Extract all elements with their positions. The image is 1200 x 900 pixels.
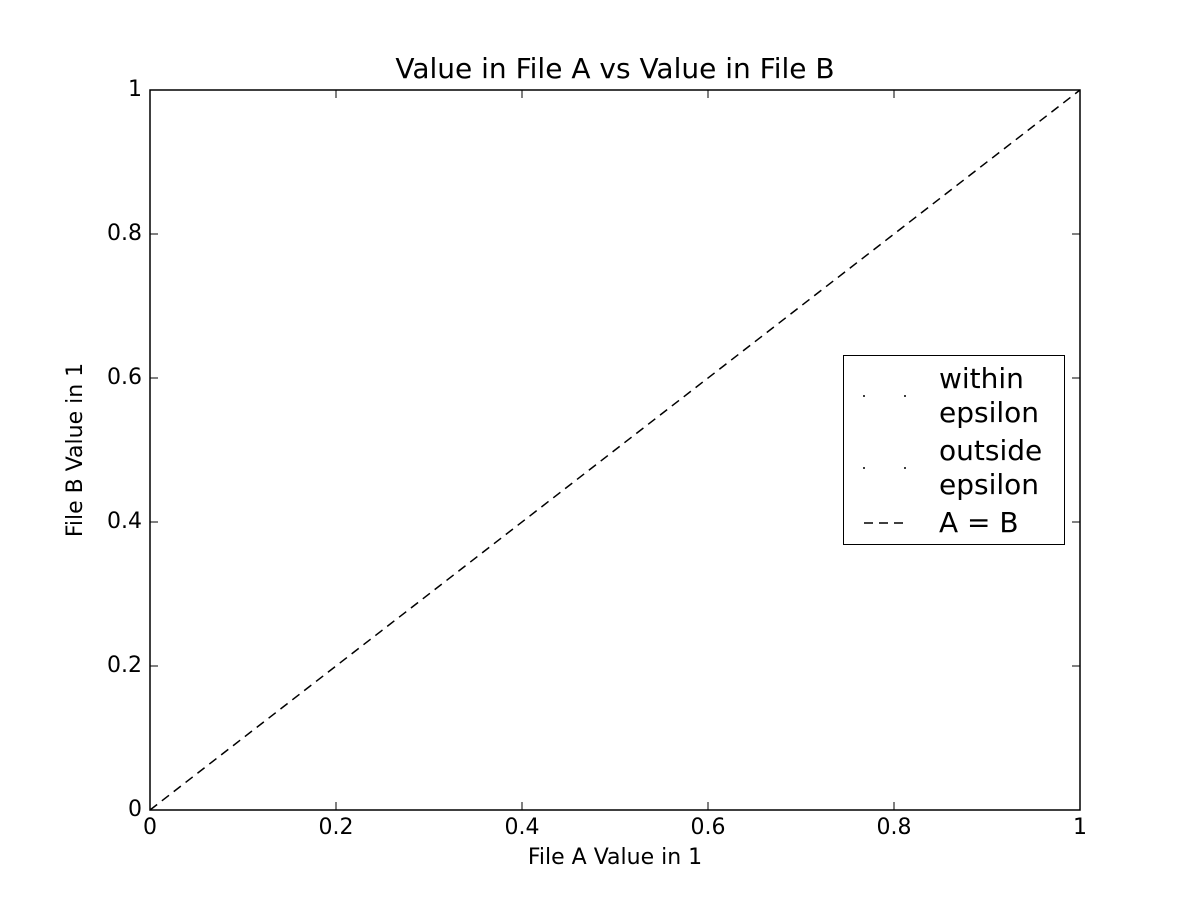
- chart-title: Value in File A vs Value in File B: [395, 52, 834, 85]
- x-tick-label: 0.6: [691, 815, 726, 840]
- legend-dot: [863, 395, 865, 397]
- y-tick-label: 1: [128, 77, 142, 102]
- y-tick-label: 0.6: [107, 365, 142, 390]
- y-tick-label: 0.4: [107, 509, 142, 534]
- y-tick-label: 0.2: [107, 653, 142, 678]
- x-tick-label: 0.8: [877, 815, 912, 840]
- legend-dot: [904, 395, 906, 397]
- y-tick-label: 0: [128, 797, 142, 822]
- y-axis-label: File B Value in 1: [63, 363, 88, 537]
- legend-label: A = B: [939, 506, 1019, 539]
- legend-label: outside epsilon: [939, 434, 1043, 501]
- legend: within epsilon outside epsilon A = B: [843, 355, 1065, 545]
- legend-dot: [863, 467, 865, 469]
- x-tick-label: 1: [1073, 815, 1087, 840]
- legend-item: within epsilon: [854, 362, 1054, 430]
- legend-item: outside epsilon: [854, 434, 1054, 502]
- legend-item: A = B: [854, 506, 1054, 540]
- x-tick-label: 0.4: [505, 815, 540, 840]
- legend-dot: [904, 467, 906, 469]
- plot-frame: [149, 89, 1081, 811]
- line: [149, 89, 1081, 811]
- y-tick-label: 0.8: [107, 221, 142, 246]
- legend-marker: [863, 467, 906, 469]
- x-tick-label: 0.2: [319, 815, 354, 840]
- x-axis-label: File A Value in 1: [528, 845, 702, 870]
- x-tick-label: 0: [143, 815, 157, 840]
- legend-marker: [864, 522, 906, 524]
- legend-marker: [863, 395, 906, 397]
- legend-label: within epsilon: [939, 362, 1040, 429]
